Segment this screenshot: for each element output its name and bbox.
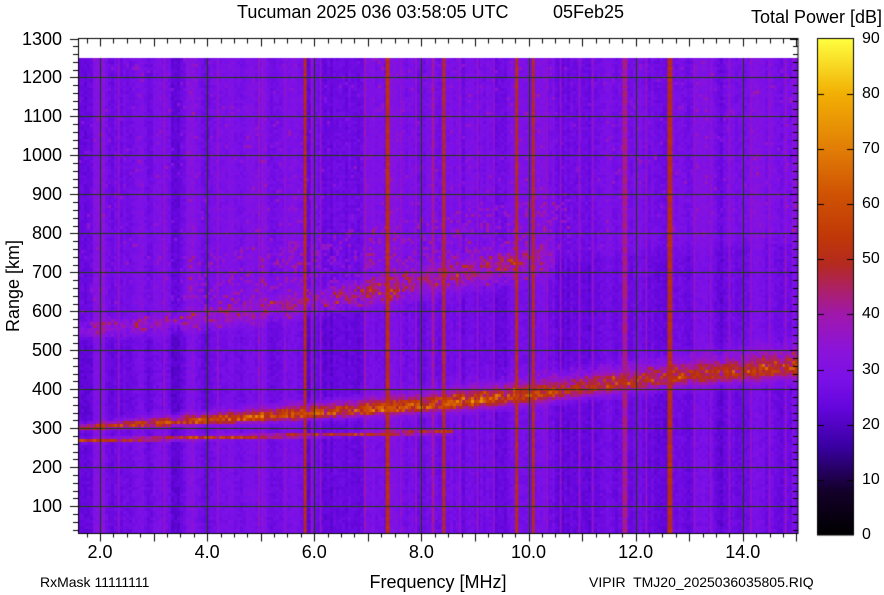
- y-tick-label: 700: [31, 262, 62, 283]
- colorbar-tick-label: 60: [862, 195, 880, 212]
- rx-mask-label: RxMask 11111111: [40, 574, 150, 590]
- y-tick-label: 1000: [21, 145, 62, 166]
- y-tick-label: 600: [31, 301, 62, 322]
- colorbar-title: Total Power [dB]: [750, 7, 882, 27]
- x-tick-label: 10.0: [511, 542, 547, 562]
- plot-title: Tucuman 2025 036 03:58:05 UTC: [237, 2, 509, 22]
- y-tick-label: 1100: [23, 106, 62, 127]
- colorbar-tick-label: 90: [862, 29, 880, 47]
- x-tick-label: 8.0: [408, 542, 434, 562]
- x-tick-label: 2.0: [87, 542, 113, 562]
- y-tick-label: 500: [31, 340, 62, 361]
- y-tick-label: 1200: [21, 67, 62, 88]
- colorbar-tick-label: 80: [862, 84, 880, 102]
- colorbar-tick-label: 0: [862, 526, 871, 543]
- colorbar-tick-label: 30: [862, 360, 880, 378]
- y-tick-label: 100: [31, 496, 62, 517]
- colorbar-tick-label: 10: [862, 470, 880, 488]
- x-tick-label: 12.0: [618, 542, 654, 562]
- plot-date: 05Feb25: [553, 2, 625, 22]
- y-tick-label: 400: [31, 379, 62, 400]
- y-tick-label: 200: [31, 457, 62, 478]
- x-tick-label: 6.0: [301, 542, 327, 562]
- colorbar-tick-label: 20: [862, 415, 880, 433]
- x-tick-label: 14.0: [725, 542, 761, 562]
- y-tick-label: 300: [31, 418, 62, 439]
- x-tick-label: 4.0: [194, 542, 220, 562]
- colorbar-tick-label: 40: [862, 305, 880, 323]
- y-tick-label: 800: [31, 223, 62, 244]
- file-id-label: VIPIR TMJ20_2025036035805.RIQ: [589, 574, 814, 590]
- colorbar-tick-label: 70: [862, 139, 880, 157]
- y-tick-label: 1300: [21, 28, 62, 49]
- y-tick-label: 900: [31, 184, 62, 205]
- x-axis-label: Frequency [MHz]: [369, 572, 507, 592]
- colorbar-tick-label: 50: [862, 250, 880, 268]
